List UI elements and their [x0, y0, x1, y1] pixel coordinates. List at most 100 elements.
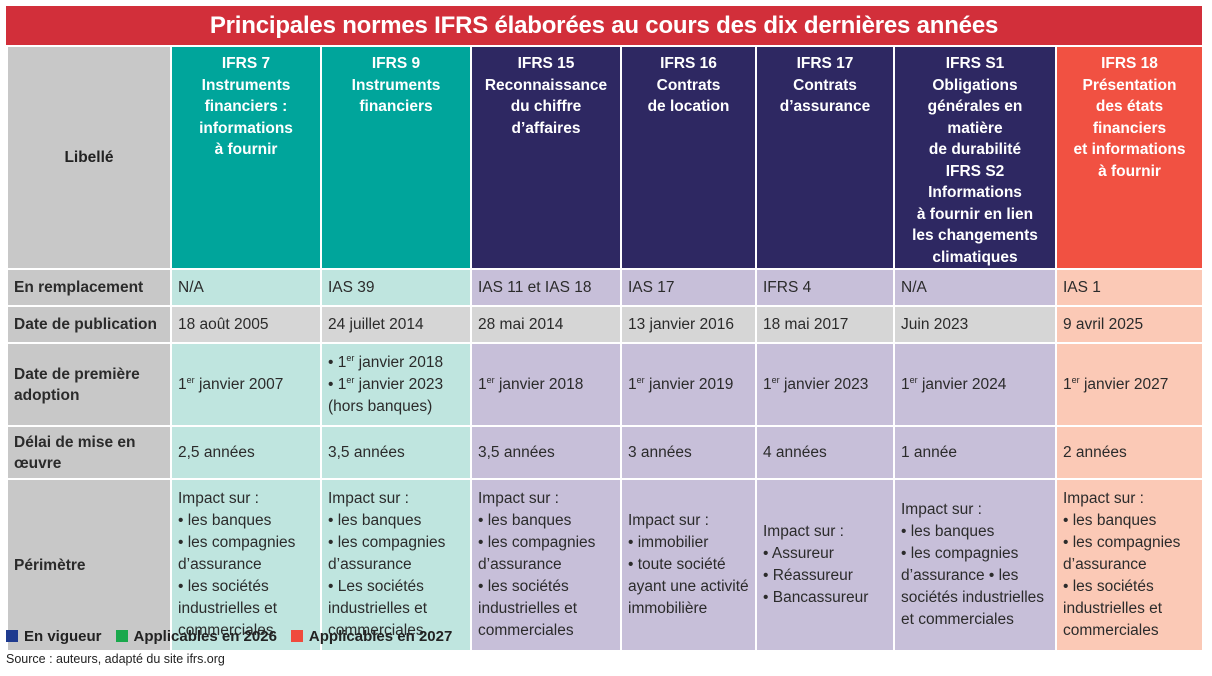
cell-remplacement-ifrs17: IFRS 4	[755, 268, 895, 307]
perimetre-line: sociétés industrielles	[901, 589, 1045, 606]
perimetre-line: Impact sur :	[178, 490, 259, 507]
cell-adoption-ifrs17: 1er janvier 2023	[755, 342, 895, 427]
header-line: Instruments	[351, 76, 441, 94]
cell-publication-ifrs16: 13 janvier 2016	[620, 305, 757, 344]
header-ifrs-7: IFRS 7 Instruments financiers : information…	[170, 45, 322, 270]
cell-publication-ifrs15: 28 mai 2014	[470, 305, 622, 344]
perimetre-line: industrielles et	[1063, 600, 1163, 617]
cell-delai-ifrs9: 3,5 années	[320, 425, 472, 480]
perimetre-line: • les compagnies	[178, 534, 296, 551]
perimetre-line: • les compagnies	[478, 534, 596, 551]
cell-perimetre-ifrs16: Impact sur : • immobilier • toute société a…	[620, 478, 757, 652]
header-line: à fournir en lien	[916, 205, 1034, 223]
perimetre-line: commerciales	[178, 622, 274, 639]
header-line: IFRS 9	[371, 55, 421, 72]
row-label-delai-line: Délai de mise en	[14, 433, 136, 451]
perimetre-line: commerciales	[478, 622, 574, 639]
perimetre-line: • Bancassureur	[763, 589, 869, 606]
perimetre-line: Impact sur :	[478, 490, 559, 507]
header-ifrs-15: IFRS 15 Reconnaissance du chiffre d’affair…	[470, 45, 622, 270]
perimetre-line: commerciales	[328, 622, 424, 639]
header-line: climatiques	[932, 248, 1018, 266]
perimetre-line: Impact sur :	[1063, 490, 1144, 507]
header-line: Contrats	[656, 76, 721, 94]
cell-perimetre-ifrs17: Impact sur : • Assureur • Réassureur • Banc…	[755, 478, 895, 652]
perimetre-line: • les compagnies	[901, 545, 1019, 562]
row-label-delai: Délai de mise en œuvre	[6, 425, 172, 480]
header-line: Reconnaissance	[484, 76, 608, 94]
header-line: d’assurance	[779, 98, 871, 115]
header-line: financiers :	[204, 98, 288, 115]
cell-publication-ifrss1: Juin 2023	[893, 305, 1057, 344]
header-line: IFRS 15	[517, 55, 575, 72]
perimetre-line: et commerciales	[901, 611, 1014, 628]
legend-swatch	[6, 630, 18, 642]
row-delai: Délai de mise en œuvre 2,5 années 3,5 an…	[6, 425, 1204, 480]
perimetre-line: • Réassureur	[763, 567, 853, 584]
perimetre-line: d’assurance • les	[901, 567, 1019, 584]
header-line: financiers	[1092, 119, 1167, 137]
header-line: financiers	[359, 98, 433, 115]
legend: En vigueur Applicables en 2026 Applicabl…	[6, 626, 466, 646]
header-line: générales en matière	[927, 98, 1023, 137]
legend-item-en-vigueur: En vigueur	[6, 628, 102, 645]
cell-perimetre-ifrs7: Impact sur : • les banques • les compagnie…	[170, 478, 322, 652]
perimetre-line: d’assurance	[178, 556, 262, 573]
cell-perimetre-ifrs15: Impact sur : • les banques • les compagnie…	[470, 478, 622, 652]
perimetre-line: d’assurance	[1063, 556, 1147, 573]
row-publication: Date de publication 18 août 2005 24 juil…	[6, 305, 1204, 344]
perimetre-line: d’assurance	[328, 556, 412, 573]
header-ifrs-16: IFRS 16 Contrats de location	[620, 45, 757, 270]
perimetre-line: • les compagnies	[1063, 534, 1181, 551]
perimetre-line: industrielles et	[328, 600, 428, 617]
perimetre-line: • les banques	[328, 512, 422, 529]
perimetre-line: ayant une activité	[628, 578, 749, 595]
header-ifrs-9: IFRS 9 Instruments financiers	[320, 45, 472, 270]
row-label-publication: Date de publication	[6, 305, 172, 344]
cell-remplacement-ifrss1: N/A	[893, 268, 1057, 307]
header-ifrs-17: IFRS 17 Contrats d’assurance	[755, 45, 895, 270]
row-perimetre: Périmètre Impact sur : • les banques • les…	[6, 478, 1204, 652]
perimetre-line: commerciales	[1063, 622, 1159, 639]
cell-perimetre-ifrs18: Impact sur : • les banques • les compagnie…	[1055, 478, 1204, 652]
perimetre-line: Impact sur :	[628, 512, 709, 529]
cell-publication-ifrs18: 9 avril 2025	[1055, 305, 1204, 344]
perimetre-line: industrielles et	[478, 600, 578, 617]
header-libelle: Libellé	[6, 45, 172, 270]
row-label-remplacement: En remplacement	[6, 268, 172, 307]
legend-item-2026: Applicables en 2026	[115, 628, 277, 645]
row-label-delai-line: œuvre	[14, 454, 62, 472]
row-remplacement: En remplacement N/A IAS 39 IAS 11 et IAS…	[6, 268, 1204, 307]
header-line: à fournir	[1098, 162, 1161, 180]
cell-remplacement-ifrs9: IAS 39	[320, 268, 472, 307]
header-line: Obligations	[932, 76, 1018, 94]
perimetre-line: • Les sociétés	[328, 578, 424, 595]
cell-adoption-ifrss1: 1er janvier 2024	[893, 342, 1057, 427]
legend-item-2027: Applicables en 2027	[290, 628, 452, 645]
cell-delai-ifrs7: 2,5 années	[170, 425, 322, 480]
perimetre-line: Impact sur :	[763, 523, 844, 540]
perimetre-line: • les compagnies	[328, 534, 446, 551]
header-ifrs-18: IFRS 18 Présentation des états financiers et…	[1055, 45, 1204, 270]
row-label-adoption: Date de première adoption	[6, 342, 172, 427]
legend-swatch	[115, 630, 128, 642]
perimetre-line: Impact sur :	[901, 501, 982, 518]
cell-adoption-ifrs18: 1er janvier 2027	[1055, 342, 1204, 427]
cell-remplacement-ifrs7: N/A	[170, 268, 322, 307]
perimetre-line: d’assurance	[478, 556, 562, 573]
row-label-perimetre: Périmètre	[6, 478, 172, 652]
cell-remplacement-ifrs15: IAS 11 et IAS 18	[470, 268, 622, 307]
header-line: Présentation	[1082, 76, 1177, 94]
header-line: à fournir	[214, 141, 278, 158]
perimetre-line: industrielles et	[178, 600, 278, 617]
row-label-adoption-line: adoption	[14, 386, 80, 404]
perimetre-line: • Assureur	[763, 545, 834, 562]
perimetre-line: • les banques	[478, 512, 572, 529]
perimetre-line: • immobilier	[628, 534, 709, 551]
header-line: du chiffre d’affaires	[510, 98, 582, 137]
perimetre-line: Impact sur :	[328, 490, 409, 507]
header-line: de location	[647, 98, 730, 115]
perimetre-line: • les sociétés	[478, 578, 569, 595]
cell-delai-ifrss1: 1 année	[893, 425, 1057, 480]
header-line: IFRS 7	[221, 55, 271, 72]
